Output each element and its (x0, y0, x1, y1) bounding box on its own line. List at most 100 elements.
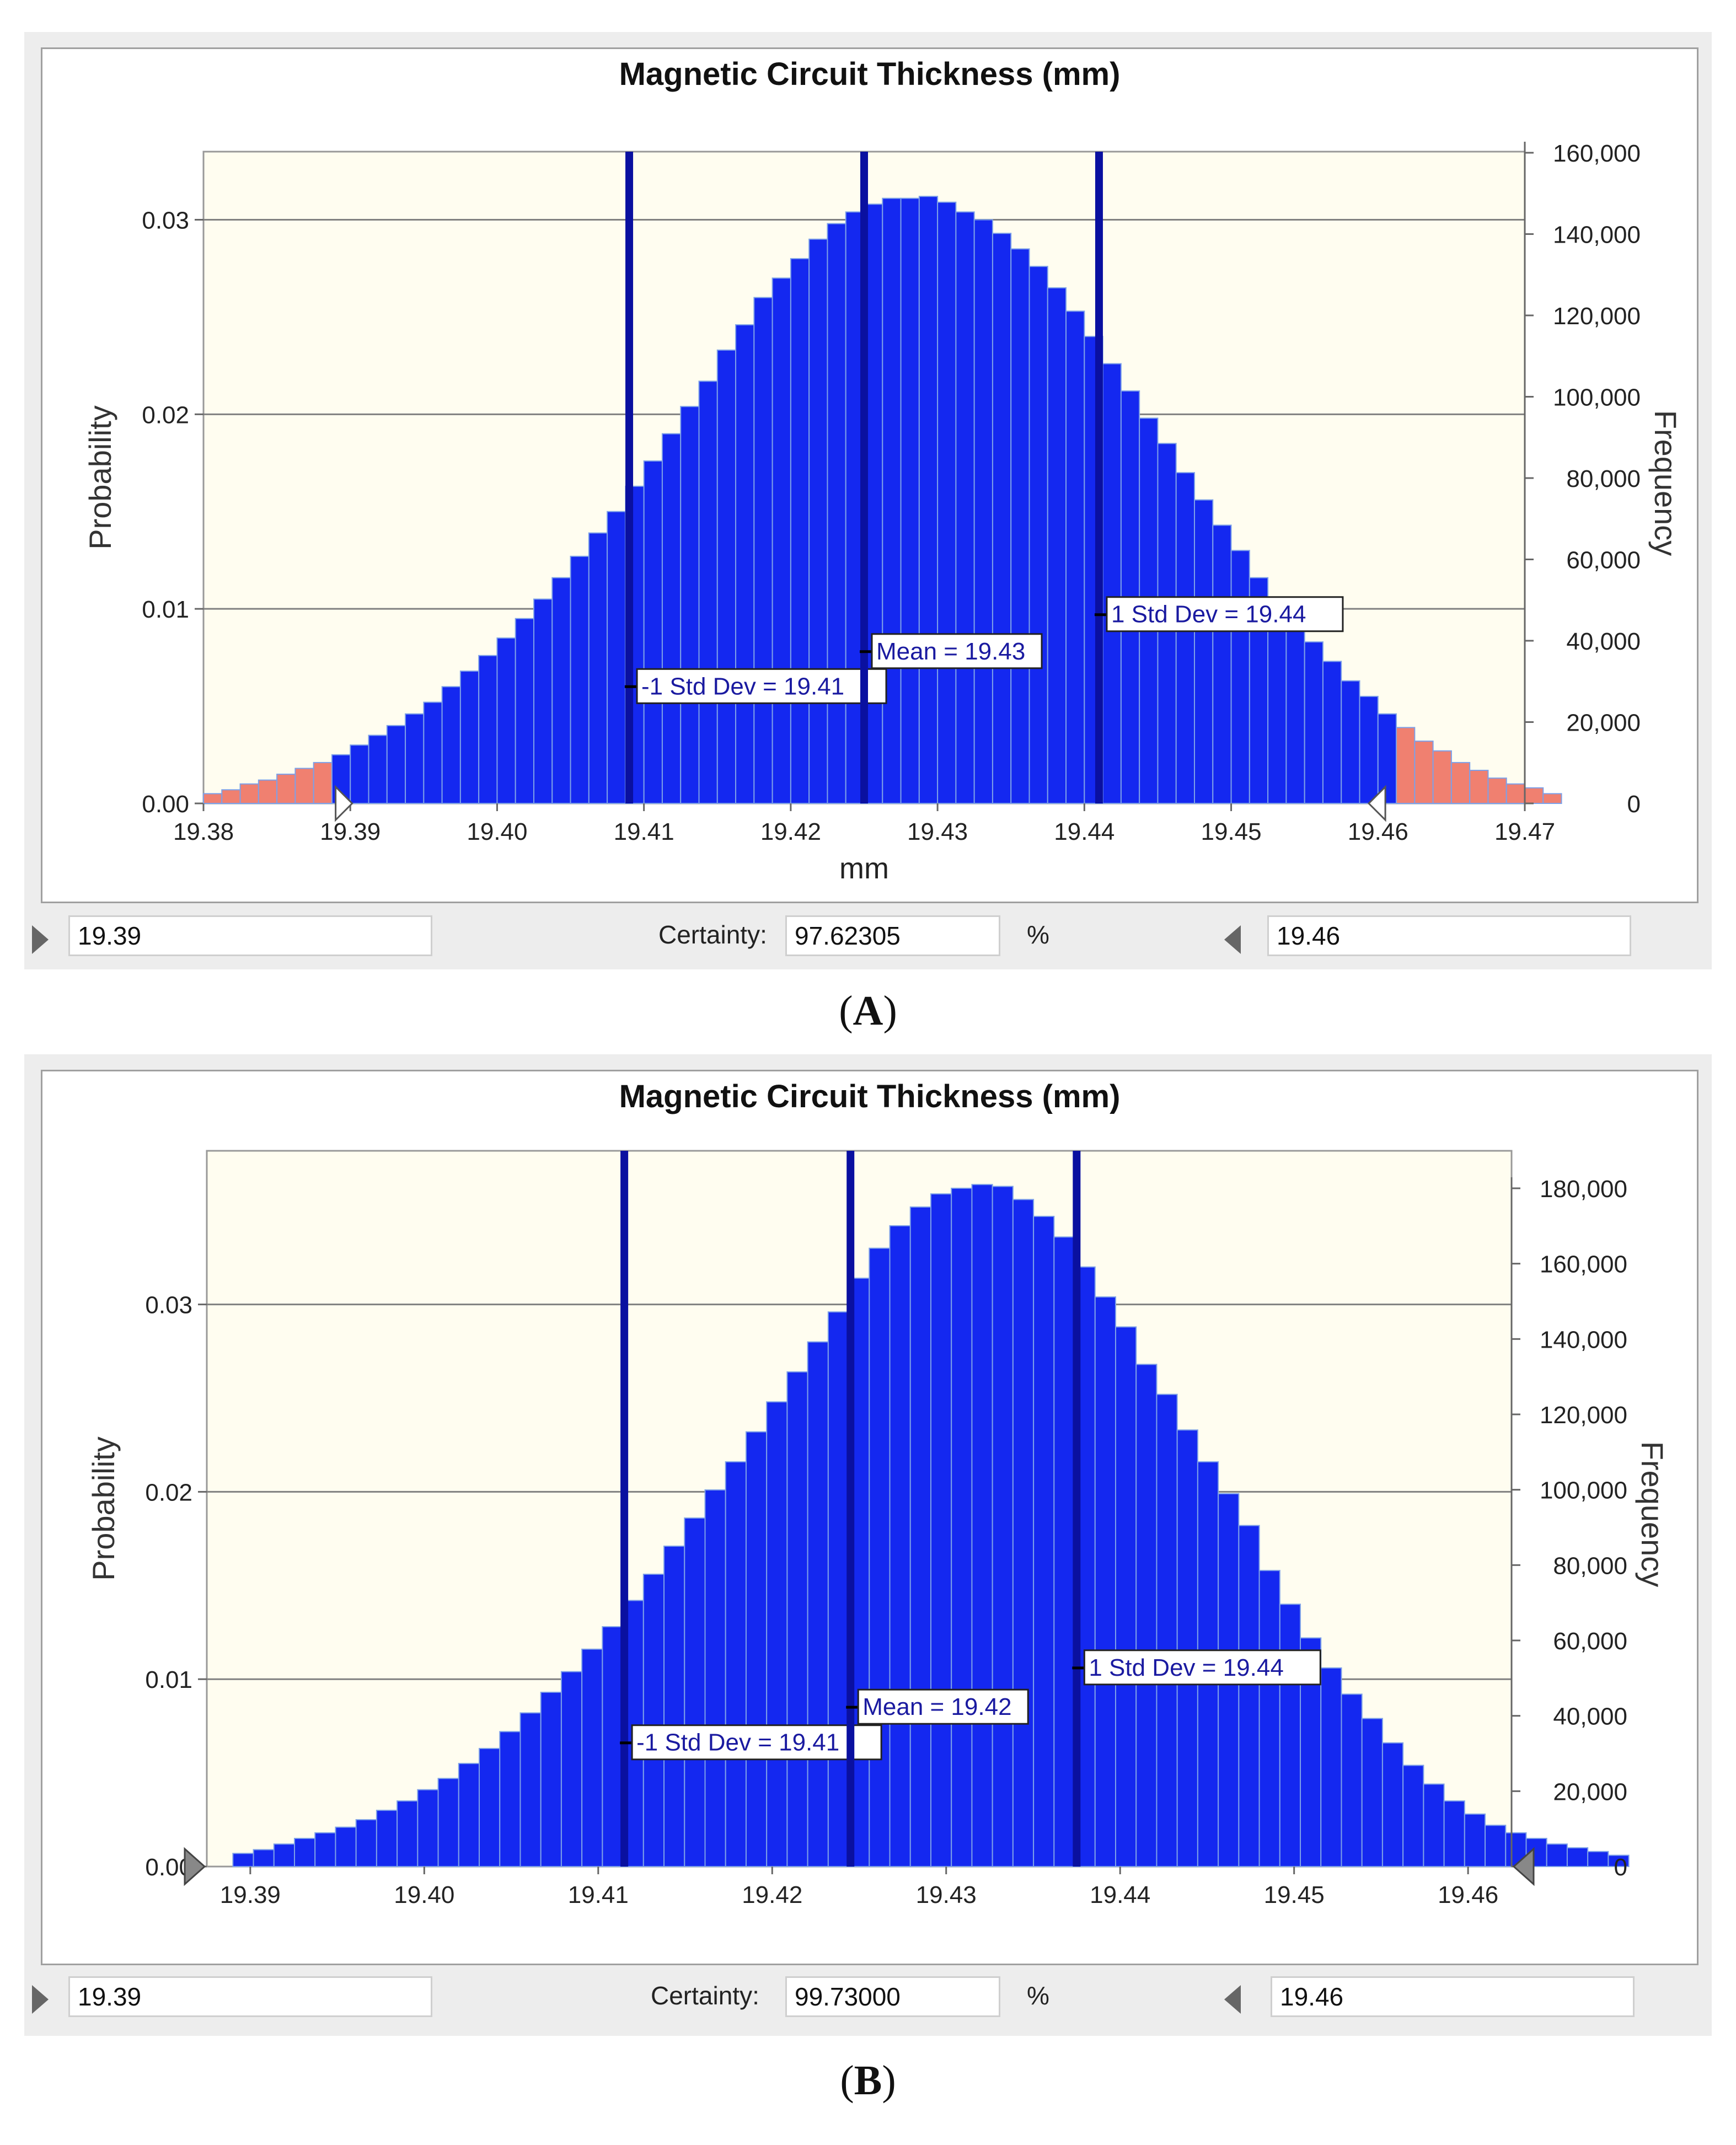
histogram-bar (602, 1626, 624, 1867)
right-grabber-icon[interactable] (1224, 1985, 1241, 2014)
marker-label-box (857, 1688, 1029, 1725)
histogram-bar (496, 637, 516, 805)
histogram-bar (1524, 787, 1544, 805)
histogram-bar (869, 1247, 891, 1868)
panel-b: Magnetic Circuit Thickness (mm) 0.00 0.01… (24, 1054, 1712, 2036)
histogram-bar (1028, 266, 1048, 804)
upper-bound-input[interactable]: 19.46 (1271, 1976, 1635, 2017)
right-grabber-icon[interactable] (1224, 925, 1241, 954)
x-tick-label: 19.45 (1264, 1881, 1325, 1908)
range-grabber-icon (184, 1847, 206, 1886)
histogram-bar (570, 555, 590, 804)
histogram-bar (1396, 727, 1416, 805)
histogram-bar (698, 380, 718, 804)
histogram-bar (1341, 680, 1360, 804)
x-tick-label: 19.41 (568, 1881, 629, 1908)
histogram-bar (992, 1186, 1014, 1868)
x-tick-label: 19.42 (760, 818, 821, 845)
marker-label-box (1083, 1649, 1321, 1686)
histogram-bar (930, 1193, 952, 1867)
histogram-bar (293, 1838, 316, 1867)
marker-label: 1 Std Dev = 19.44 (1089, 1654, 1283, 1681)
histogram-bar (1012, 1199, 1035, 1867)
y2-tick-label: 0 (1614, 1854, 1627, 1881)
upper-bound-input[interactable]: 19.46 (1267, 915, 1631, 956)
histogram-bar (1487, 777, 1507, 805)
histogram-bar (239, 783, 259, 805)
marker-label: -1 Std Dev = 19.41 (636, 1729, 839, 1756)
histogram-bar (1267, 598, 1287, 804)
x-tick-label: 19.45 (1201, 818, 1262, 845)
y-tick-label: 0.02 (142, 401, 189, 428)
caption-a: (A) (839, 988, 897, 1034)
y2-tick-label: 180,000 (1540, 1176, 1627, 1203)
histogram-bar (808, 238, 828, 804)
histogram-bar (971, 1184, 993, 1867)
histogram-bar (1361, 1718, 1383, 1867)
histogram-bar (1102, 363, 1122, 804)
certainty-label: Certainty: (658, 920, 767, 949)
histogram-bar (1432, 750, 1452, 805)
histogram-bar (955, 211, 975, 804)
histogram-bar (458, 1763, 480, 1868)
histogram-bar (1341, 1693, 1363, 1868)
histogram-bar (725, 1461, 747, 1867)
histogram-bar (951, 1187, 973, 1867)
y-axis-title: Probability (86, 1436, 121, 1580)
histogram-bar (405, 713, 425, 805)
certainty-input[interactable]: 97.62305 (785, 915, 1000, 956)
y2-tick-label: 100,000 (1540, 1477, 1627, 1504)
marker-label: Mean = 19.42 (862, 1693, 1011, 1720)
histogram-bar (937, 201, 957, 804)
lower-bound-input[interactable]: 19.39 (68, 1976, 432, 2017)
histogram-bar (355, 1819, 377, 1868)
left-grabber-icon[interactable] (32, 925, 49, 954)
histogram-bar (1285, 620, 1305, 805)
range-grabber-icon (1367, 785, 1386, 822)
histogram-bar (661, 433, 682, 804)
histogram-bar (533, 598, 553, 804)
y2-tick-label: 40,000 (1566, 628, 1641, 655)
y2-tick-label: 160,000 (1540, 1251, 1627, 1278)
histogram-bar (1546, 1843, 1568, 1867)
y-tick-label: 0.03 (145, 1292, 192, 1319)
histogram-bar (1359, 695, 1379, 805)
histogram-bar (1377, 713, 1397, 805)
y2-axis-title: Frequency (1648, 410, 1683, 556)
lower-bound-input[interactable]: 19.39 (68, 915, 432, 956)
percent-label: % (1027, 920, 1049, 949)
chart-title-a: Magnetic Circuit Thickness (mm) (619, 56, 1121, 92)
histogram-bar (478, 655, 498, 804)
x-tick-label: 19.47 (1494, 818, 1555, 845)
histogram-bar (1469, 770, 1489, 805)
histogram-bar (258, 779, 278, 804)
histogram-bar (540, 1691, 562, 1867)
y2-tick-label: 20,000 (1553, 1778, 1627, 1805)
left-grabber-icon[interactable] (32, 1985, 49, 2014)
histogram-bar (1175, 472, 1195, 804)
histogram-bar (1033, 1215, 1055, 1867)
marker-label: Mean = 19.43 (876, 638, 1025, 665)
x-tick-label: 19.39 (220, 1881, 281, 1908)
histogram-bar (680, 406, 700, 804)
histogram-bar (889, 1225, 911, 1867)
histogram-bar (1450, 762, 1471, 804)
histogram-bar (1566, 1847, 1589, 1868)
y2-tick-label: 0 (1627, 791, 1641, 818)
histogram-bar (1402, 1765, 1424, 1867)
certainty-input[interactable]: 99.73000 (785, 1976, 1000, 2017)
marker-label-box (636, 668, 887, 704)
histogram-bar (900, 197, 920, 805)
x-tick-label: 19.41 (614, 818, 674, 845)
histogram-bar (992, 233, 1012, 804)
histogram-bar (437, 1778, 459, 1868)
histogram-bar (1194, 499, 1214, 804)
marker-label: 1 Std Dev = 19.44 (1111, 601, 1306, 628)
histogram-bar (790, 258, 810, 804)
y2-tick-label: 60,000 (1553, 1628, 1627, 1655)
histogram-bar (643, 460, 663, 804)
x-tick-label: 19.40 (394, 1881, 454, 1908)
histogram-bar (786, 1371, 808, 1867)
x-tick-label: 19.40 (467, 818, 527, 845)
y2-tick-label: 140,000 (1540, 1326, 1627, 1353)
